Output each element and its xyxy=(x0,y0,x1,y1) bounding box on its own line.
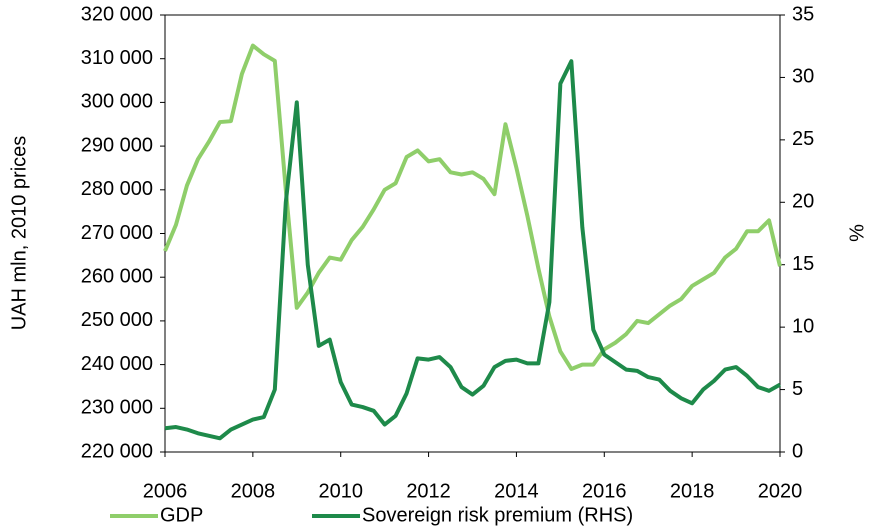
series-line xyxy=(164,59,781,441)
y2-tick-label: 25 xyxy=(792,128,814,150)
series-line xyxy=(163,43,782,371)
y-tick-label: 270 000 xyxy=(81,222,153,244)
y-tick-label: 290 000 xyxy=(81,134,153,156)
y2-axis-title: % xyxy=(846,224,868,242)
y-tick-label: 250 000 xyxy=(81,309,153,331)
legend-label: Sovereign risk premium (RHS) xyxy=(362,504,633,526)
y-tick-label: 260 000 xyxy=(81,265,153,287)
y2-tick-label: 0 xyxy=(792,440,803,462)
y2-tick-label: 10 xyxy=(792,315,814,337)
y2-tick-label: 5 xyxy=(792,378,803,400)
y2-tick-label: 15 xyxy=(792,253,814,275)
legend-label: GDP xyxy=(160,504,203,526)
x-tick-label: 2010 xyxy=(318,480,363,502)
y2-tick-label: 30 xyxy=(792,66,814,88)
x-tick-label: 2012 xyxy=(406,480,451,502)
y-tick-label: 310 000 xyxy=(81,47,153,69)
y2-tick-label: 35 xyxy=(792,3,814,25)
y-axis-title: UAH mln, 2010 prices xyxy=(8,136,30,331)
y-tick-label: 220 000 xyxy=(81,440,153,462)
y-tick-label: 320 000 xyxy=(81,3,153,25)
y2-tick-label: 20 xyxy=(792,191,814,213)
y-tick-label: 240 000 xyxy=(81,353,153,375)
y-tick-label: 280 000 xyxy=(81,178,153,200)
x-tick-label: 2018 xyxy=(670,480,715,502)
x-tick-label: 2014 xyxy=(494,480,539,502)
x-tick-label: 2016 xyxy=(582,480,627,502)
plot-frame xyxy=(164,14,781,453)
x-tick-label: 2020 xyxy=(758,480,803,502)
y-tick-label: 300 000 xyxy=(81,91,153,113)
x-tick-label: 2008 xyxy=(231,480,276,502)
y-tick-label: 230 000 xyxy=(81,397,153,419)
x-tick-label: 2006 xyxy=(143,480,188,502)
